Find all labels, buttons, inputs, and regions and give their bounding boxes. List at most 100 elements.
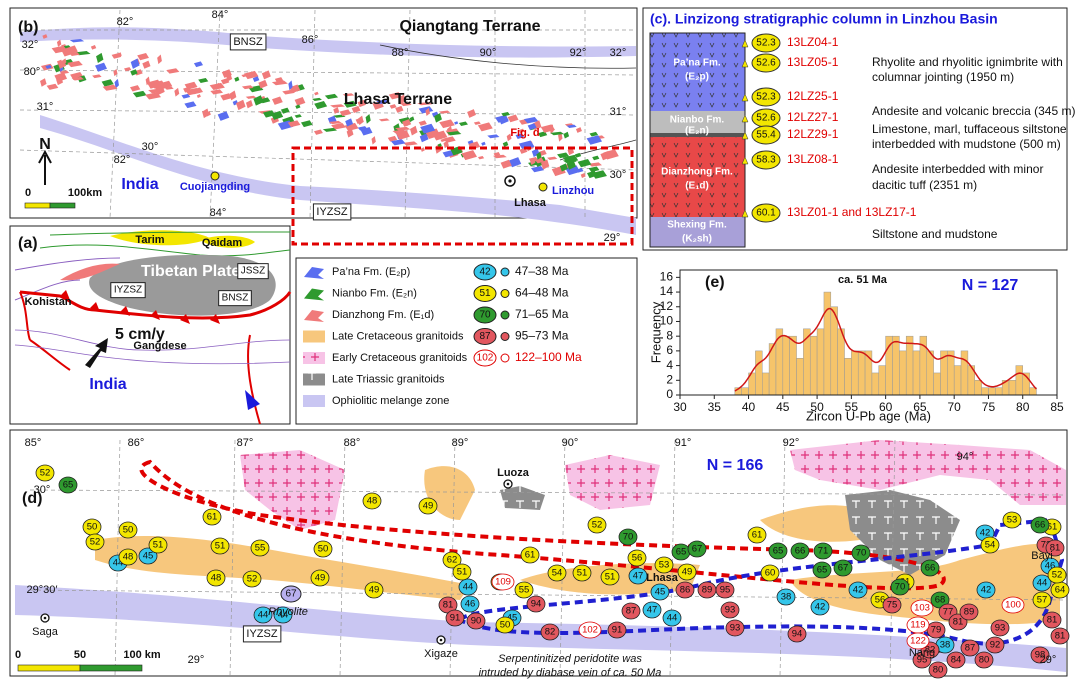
outcrop bbox=[371, 136, 376, 145]
sample-circle bbox=[813, 542, 833, 560]
sample-age: 65 bbox=[817, 565, 828, 576]
sample-name: 13LZ05-1 bbox=[787, 55, 839, 69]
bar bbox=[837, 328, 845, 396]
label: 90° bbox=[480, 47, 497, 59]
outcrop bbox=[193, 61, 204, 68]
sample-circle bbox=[906, 632, 930, 650]
sample-age: 66 bbox=[1035, 520, 1046, 531]
outcrop bbox=[547, 156, 558, 160]
sample-age: 51 bbox=[153, 540, 164, 551]
sample-circle bbox=[768, 542, 788, 560]
outcrop bbox=[157, 54, 162, 65]
outcrop bbox=[322, 127, 338, 132]
outcrop bbox=[409, 125, 418, 136]
x-tick-label: 50 bbox=[810, 400, 824, 414]
sample-age: 56 bbox=[632, 553, 643, 564]
sample-age: 44 bbox=[278, 610, 289, 621]
bar bbox=[844, 357, 852, 396]
x-tick-label: 45 bbox=[776, 400, 790, 414]
y-tick-label: 16 bbox=[660, 270, 674, 284]
sample-circle bbox=[460, 595, 480, 613]
sample-circle bbox=[812, 561, 832, 579]
description: Andesite interbedded with minor bbox=[872, 162, 1043, 176]
label: Lhasa bbox=[514, 197, 547, 209]
outcrop bbox=[190, 87, 204, 95]
sample-circle bbox=[210, 537, 230, 555]
sample-age: 81 bbox=[443, 600, 454, 611]
label: 29° bbox=[188, 654, 205, 666]
sample-age: 44 bbox=[463, 582, 474, 593]
label: 67 bbox=[285, 589, 297, 600]
legend-circle bbox=[473, 285, 497, 302]
sample-age: 98 bbox=[1035, 650, 1046, 661]
sample-age: 79 bbox=[931, 625, 942, 636]
sample-circle bbox=[1002, 511, 1022, 529]
sample-age: 80 bbox=[979, 655, 990, 666]
sample-circle bbox=[138, 547, 158, 565]
x-axis-label: Zircon U-Pb age (Ma) bbox=[806, 408, 931, 423]
sample-age: 89 bbox=[702, 585, 713, 596]
label: 50 bbox=[74, 649, 86, 661]
sample-age: 44 bbox=[113, 558, 124, 569]
formation: (E₂n) bbox=[685, 126, 709, 137]
sample-circle bbox=[990, 619, 1010, 637]
legend-swatch bbox=[303, 373, 325, 386]
outcrop bbox=[420, 147, 425, 152]
annotation: N = 127 bbox=[962, 277, 1019, 294]
label: 29° bbox=[604, 232, 621, 244]
y-tick-label: 6 bbox=[666, 343, 673, 357]
outcrop bbox=[523, 117, 539, 124]
outcrop bbox=[102, 84, 118, 91]
sample-circle bbox=[851, 544, 871, 562]
sample-age: 95 bbox=[917, 655, 928, 666]
formation: Shexing Fm. bbox=[667, 220, 727, 231]
sample-circle bbox=[1050, 627, 1070, 645]
sample-age: 42 bbox=[981, 585, 992, 596]
label: (d) bbox=[22, 490, 42, 507]
formation: Dianzhong Fm. bbox=[661, 167, 733, 178]
sample-age: 109 bbox=[495, 577, 511, 588]
outcrop bbox=[437, 143, 442, 148]
description: Andesite and volcanic breccia (345 m) bbox=[872, 104, 1075, 118]
sample-circle bbox=[520, 546, 540, 564]
sample-age: 84 bbox=[951, 655, 962, 666]
outcrop bbox=[114, 78, 119, 89]
label: Linzhou bbox=[552, 185, 594, 197]
outcrop bbox=[287, 120, 301, 128]
outcrop bbox=[506, 133, 512, 142]
outcrop bbox=[409, 116, 415, 122]
sample-circle bbox=[1042, 611, 1062, 629]
bar bbox=[899, 350, 907, 396]
sample-age: 56 bbox=[875, 595, 886, 606]
outcrop bbox=[587, 170, 598, 179]
sample-age: 49 bbox=[423, 501, 434, 512]
outcrop bbox=[477, 156, 485, 160]
label: 30° bbox=[142, 141, 159, 153]
age-oval bbox=[751, 87, 781, 107]
sample-age: 51 bbox=[457, 567, 468, 578]
outcrop bbox=[56, 77, 64, 86]
sample-age: 51 bbox=[577, 568, 588, 579]
sample-age: 70 bbox=[623, 532, 634, 543]
outcrop bbox=[150, 80, 166, 89]
outcrop bbox=[300, 120, 313, 128]
outcrop bbox=[540, 124, 556, 133]
legend-label: Dianzhong Fm. (E₁d) bbox=[332, 309, 434, 321]
sample-circle bbox=[253, 606, 273, 624]
sample-circle bbox=[675, 581, 695, 599]
sample-circle bbox=[810, 598, 830, 616]
description: Rhyolite and rhyolitic ignimbrite with bbox=[872, 55, 1063, 69]
outcrop bbox=[314, 91, 319, 96]
outcrop bbox=[376, 99, 390, 105]
age-text: 60.1 bbox=[756, 208, 776, 219]
outcrop bbox=[458, 121, 468, 126]
outcrop bbox=[577, 158, 592, 168]
bar bbox=[947, 350, 955, 396]
outcrop bbox=[330, 104, 345, 108]
label: N = 166 bbox=[707, 457, 764, 474]
x-tick-label: 30 bbox=[673, 400, 687, 414]
sample-circle bbox=[976, 581, 996, 599]
label: Bayi bbox=[1031, 550, 1052, 562]
legend-swatch bbox=[304, 310, 324, 322]
